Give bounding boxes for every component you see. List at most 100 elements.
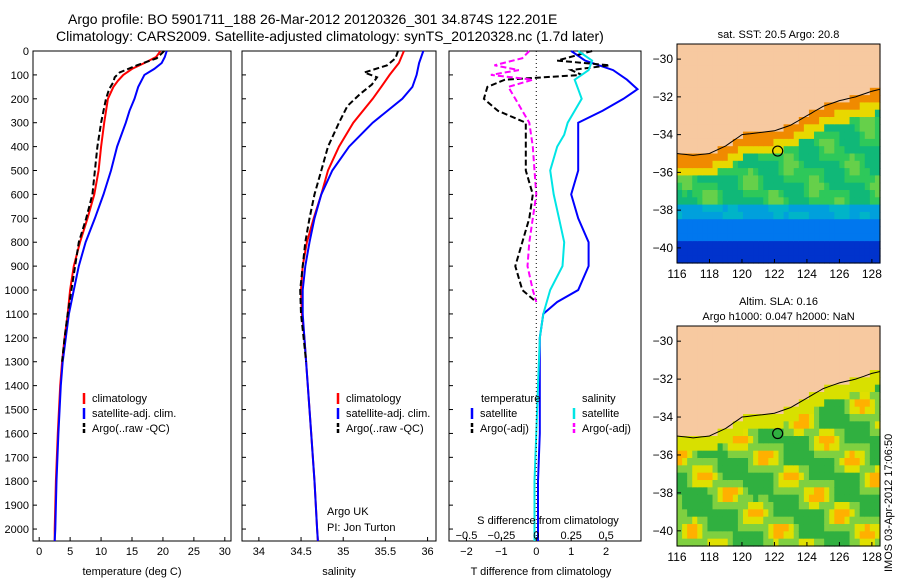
map-cell <box>682 340 688 349</box>
map-cell <box>687 175 693 184</box>
map-cell <box>682 377 688 386</box>
map-cell <box>753 326 759 334</box>
map-cell <box>824 160 830 169</box>
map-cell <box>768 80 775 89</box>
map-cell <box>702 255 709 264</box>
map-cell <box>742 480 749 488</box>
map-cell <box>778 480 785 488</box>
map-cell <box>803 494 810 503</box>
map-cell <box>778 102 785 111</box>
map-cell <box>682 355 688 364</box>
map-cell <box>717 392 724 400</box>
map-cell <box>697 248 703 257</box>
map-cell <box>808 348 815 356</box>
y-tick-label: −38 <box>653 486 674 500</box>
map-cell <box>732 480 739 488</box>
map-cell <box>859 414 866 422</box>
map-cell <box>864 472 871 481</box>
series-line <box>301 50 425 542</box>
map-cell <box>768 117 775 125</box>
map-cell <box>697 480 703 488</box>
map-cell <box>707 109 714 118</box>
x-tick-label: 124 <box>797 550 817 564</box>
legend-header: salinity <box>582 393 616 405</box>
map-cell <box>824 355 830 364</box>
map-cell <box>829 362 835 371</box>
map-cell <box>712 124 719 133</box>
map-cell <box>773 73 780 82</box>
map-cell <box>722 399 729 408</box>
map-cell <box>712 450 719 459</box>
map-cell <box>758 102 764 111</box>
map-cell <box>783 153 790 162</box>
map-cell <box>834 392 840 400</box>
map-cell <box>864 219 871 228</box>
map-cell <box>753 472 759 481</box>
map-cell <box>712 241 719 249</box>
map-cell <box>778 44 785 52</box>
map-cell <box>763 384 769 393</box>
map-cell <box>737 168 744 176</box>
map-cell <box>783 241 790 249</box>
map-cell <box>808 406 815 415</box>
map-cell <box>859 146 866 155</box>
map-cell <box>864 370 871 378</box>
map-cell <box>819 219 825 228</box>
map-cell <box>727 160 734 169</box>
map-cell <box>712 80 719 89</box>
map-cell <box>748 182 754 191</box>
map-cell <box>717 502 724 510</box>
map-cell <box>697 197 703 206</box>
map-cell <box>803 73 810 82</box>
map-cell <box>793 80 800 89</box>
map-cell <box>692 204 698 213</box>
map-cell <box>742 168 749 176</box>
map-cell <box>783 73 790 82</box>
map-cell <box>748 384 754 393</box>
map-cell <box>839 355 846 364</box>
map-cell <box>778 370 785 378</box>
map-cell <box>732 531 739 540</box>
map-cell <box>864 138 871 147</box>
map-cell <box>722 494 729 503</box>
map-cell <box>874 190 881 198</box>
map-cell <box>864 443 871 452</box>
map-cell <box>692 131 698 140</box>
map-cell <box>732 538 739 547</box>
map-cell <box>677 241 683 249</box>
map-cell <box>697 44 703 52</box>
map-cell <box>788 160 795 169</box>
map-cell <box>737 502 744 510</box>
map-cell <box>844 197 851 206</box>
map-cell <box>808 95 815 103</box>
map-cell <box>742 443 749 452</box>
map-cell <box>768 131 775 140</box>
map-cell <box>864 333 871 342</box>
map-cell <box>834 399 840 408</box>
map-cell <box>758 428 764 437</box>
map-cell <box>722 153 729 162</box>
map-cell <box>697 51 703 60</box>
x-tick-label: 122 <box>764 267 784 281</box>
map-cell <box>768 392 775 400</box>
map-cell <box>677 458 683 466</box>
map-cell <box>844 44 851 52</box>
map-cell <box>687 153 693 162</box>
map-cell <box>748 102 754 111</box>
map-cell <box>758 355 764 364</box>
map-cell <box>742 524 749 532</box>
map-cell <box>849 414 856 422</box>
legend-header: temperature <box>481 393 540 405</box>
map-cell <box>732 124 739 133</box>
map-cell <box>824 197 830 206</box>
map-cell <box>758 160 764 169</box>
map-cell <box>748 109 754 118</box>
map-cell <box>869 51 876 60</box>
map-cell <box>697 450 703 459</box>
map-cell <box>697 421 703 430</box>
map-cell <box>778 138 785 147</box>
map-cell <box>803 340 810 349</box>
map-cell <box>677 248 683 257</box>
map-cell <box>874 65 881 74</box>
map-cell <box>763 531 769 540</box>
